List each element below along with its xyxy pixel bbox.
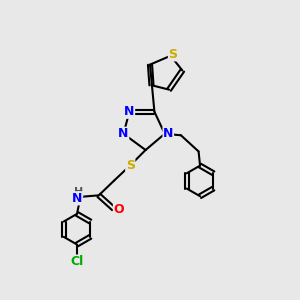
Text: N: N	[163, 127, 173, 140]
Text: S: S	[169, 48, 178, 61]
Text: O: O	[113, 203, 124, 216]
Text: N: N	[72, 192, 82, 205]
Text: Cl: Cl	[70, 255, 84, 268]
Text: N: N	[118, 127, 129, 140]
Text: N: N	[124, 105, 135, 118]
Text: H: H	[74, 187, 83, 196]
Text: S: S	[126, 159, 135, 172]
